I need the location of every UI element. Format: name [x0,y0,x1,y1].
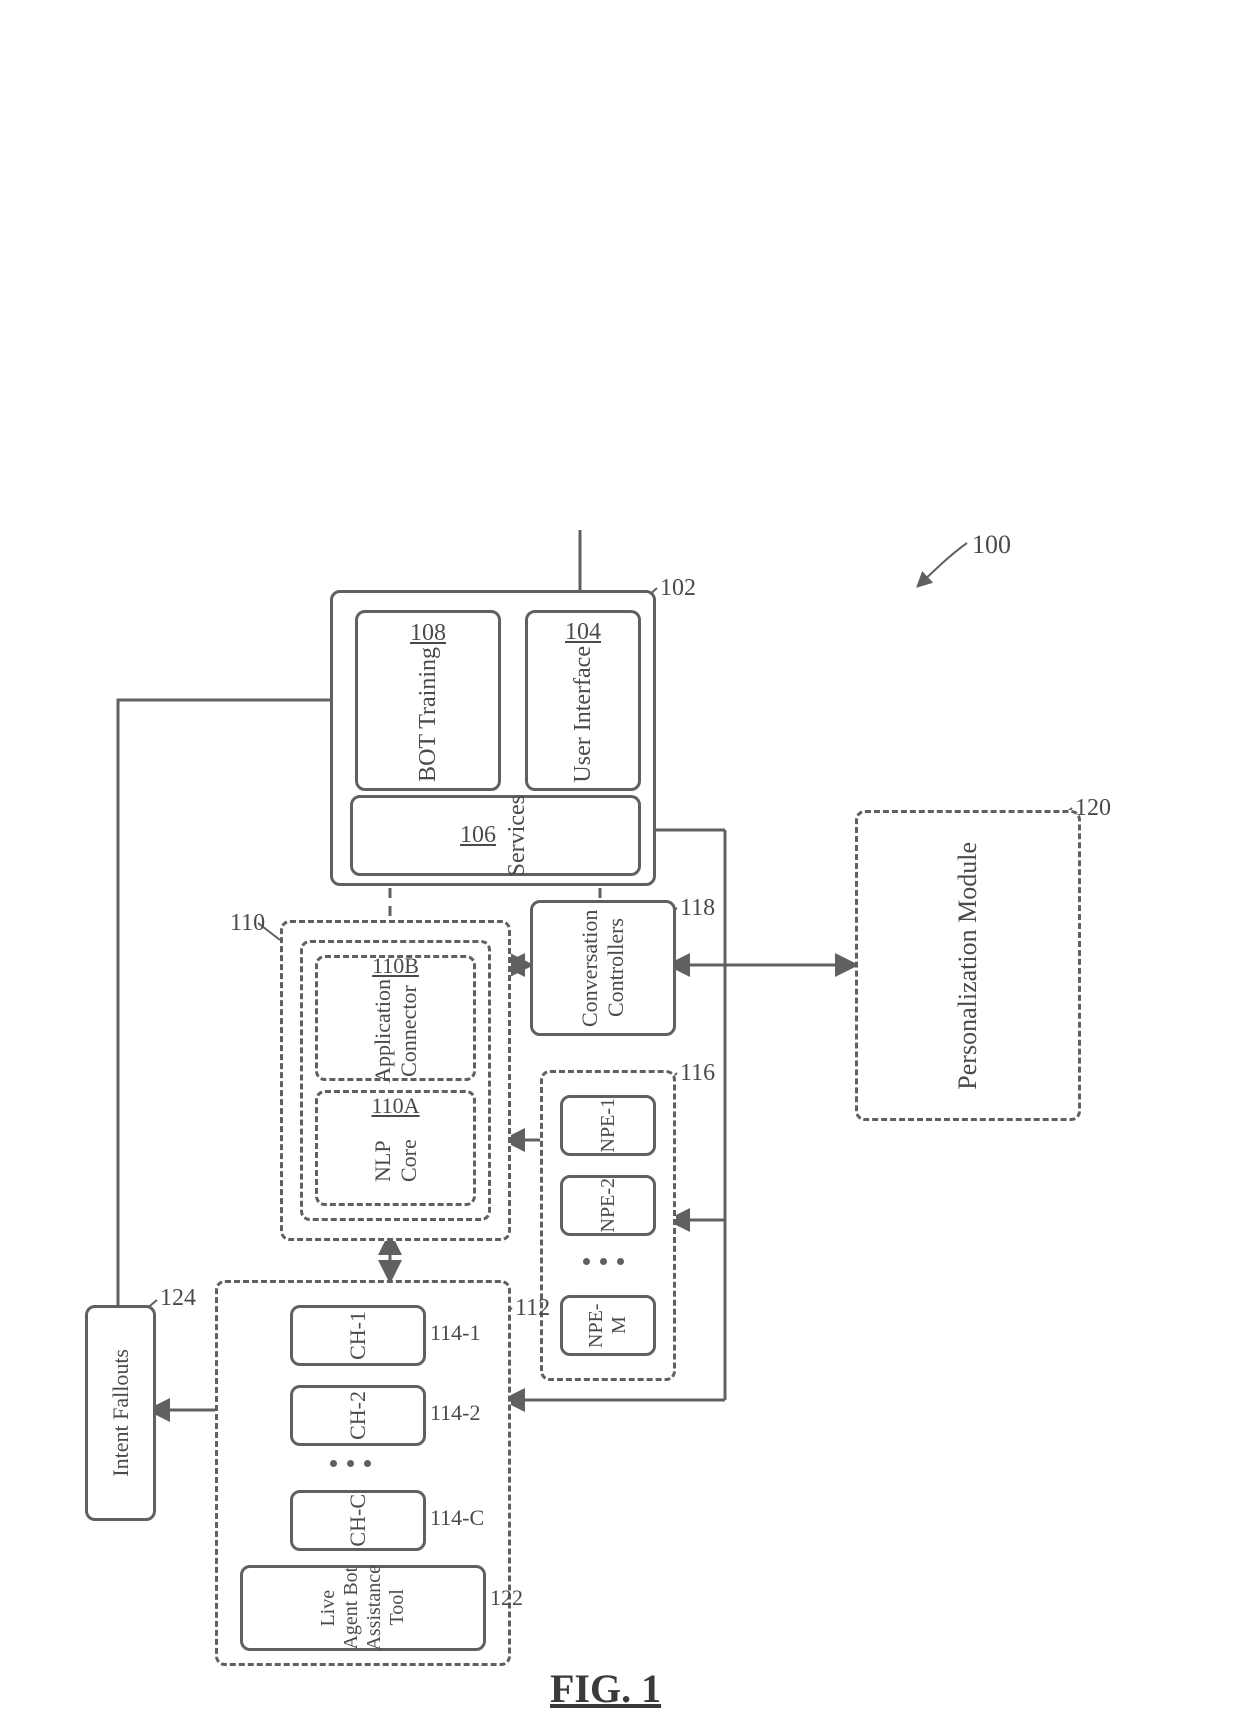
ch-c-box: CH-C [290,1490,426,1551]
npe-1-label: NPE-1 [597,1098,620,1152]
nlp-core-label: NLP Core [370,1119,422,1203]
intent-fallouts-box: Intent Fallouts [85,1305,156,1521]
ch-2-label: CH-2 [345,1391,371,1440]
application-connector-label: Application Connector [370,979,422,1083]
ref-102: 102 [660,575,696,602]
bot-training-label: BOT Training [415,647,442,782]
intent-fallouts-label: Intent Fallouts [108,1349,134,1477]
ref-114-1: 114-1 [430,1320,481,1346]
ref-118: 118 [680,895,715,922]
ref-120: 120 [1075,795,1111,822]
conversation-controllers-label: Conversation Controllers [577,903,629,1033]
ref-122: 122 [490,1585,523,1611]
edge-e_100_leader [918,543,967,586]
user-interface-ref: 104 [565,619,601,646]
personalization-module-label: Personalization Module [953,842,983,1090]
ch-ellipsis [330,1460,371,1467]
diagram-canvas: 104 User Interface 108 BOT Training 106 … [0,0,1240,1726]
user-interface-box: 104 User Interface [525,610,641,791]
npe-ellipsis [583,1258,624,1265]
ref-110: 110 [230,910,265,937]
ch-c-label: CH-C [345,1494,371,1547]
ref-114-2: 114-2 [430,1400,481,1426]
ch-1-label: CH-1 [345,1311,371,1360]
npe-m-label: NPE-M [585,1298,631,1353]
ref-116: 116 [680,1060,715,1087]
ch-1-box: CH-1 [290,1305,426,1366]
nlp-core-ref: 110A [371,1093,419,1119]
user-interface-label: User Interface [570,646,597,783]
application-connector-ref: 110B [372,953,419,979]
bot-training-ref: 108 [410,620,446,647]
live-agent-bot-label: Live Agent Bot Assistance Tool [317,1565,409,1651]
personalization-module-box: Personalization Module [855,810,1081,1121]
bot-training-box: 108 BOT Training [355,610,501,791]
ref-100: 100 [972,530,1011,560]
services-ref: 106 [460,822,496,849]
nlp-core-box: 110A NLP Core [315,1090,476,1206]
npe-1-box: NPE-1 [560,1095,656,1156]
services-box: 106 Services [350,795,641,876]
ref-112: 112 [515,1295,550,1322]
application-connector-box: 110B Application Connector [315,955,476,1081]
ch-2-box: CH-2 [290,1385,426,1446]
services-label: Services [504,795,531,876]
ref-114-c: 114-C [430,1505,484,1531]
npe-2-label: NPE-2 [597,1178,620,1232]
ref-124: 124 [160,1285,196,1312]
npe-2-box: NPE-2 [560,1175,656,1236]
figure-title: FIG. 1 [550,1665,661,1712]
npe-m-box: NPE-M [560,1295,656,1356]
conversation-controllers-box: Conversation Controllers [530,900,676,1036]
live-agent-bot-box: Live Agent Bot Assistance Tool [240,1565,486,1651]
